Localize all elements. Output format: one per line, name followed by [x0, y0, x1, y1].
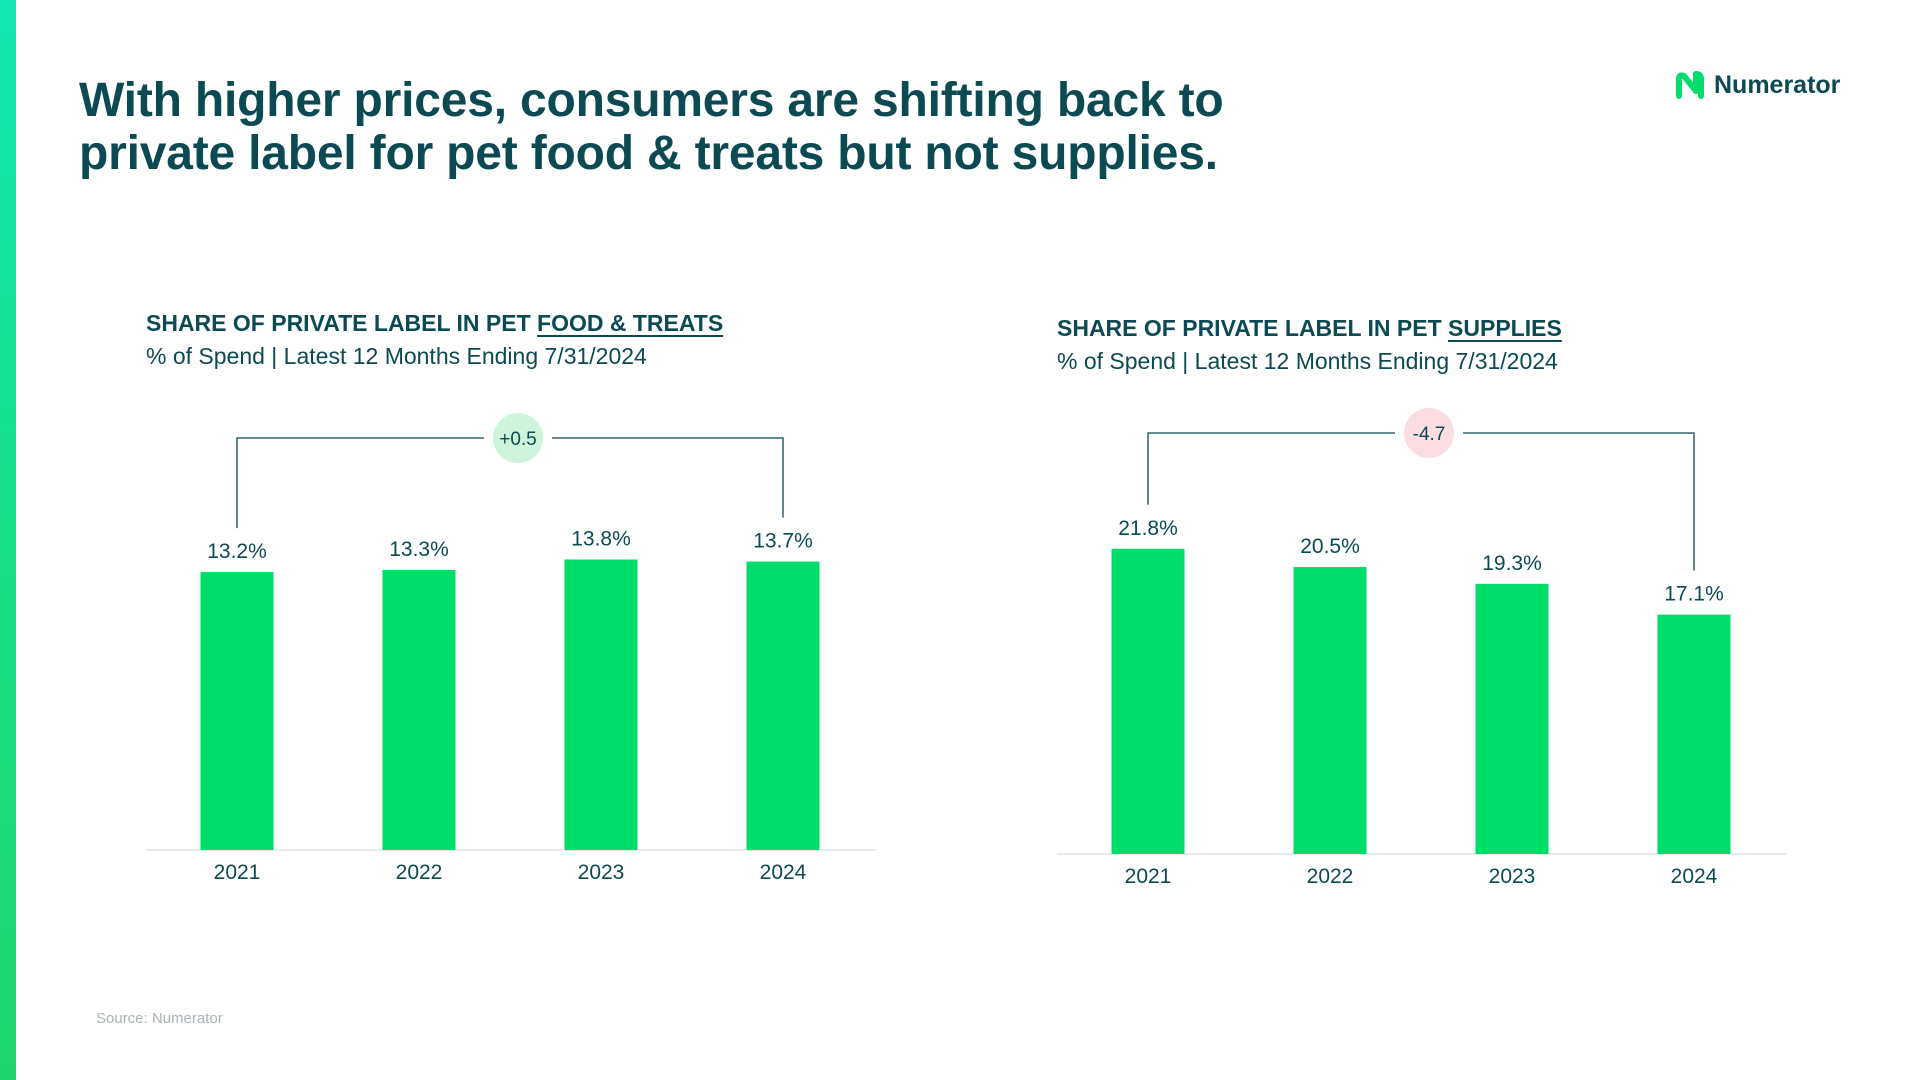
bar-2023 [564, 559, 638, 850]
change-bracket [236, 437, 784, 529]
chart-1-title-emphasis: FOOD & TREATS [537, 310, 724, 336]
chart-2-title-prefix: SHARE OF PRIVATE LABEL IN PET [1057, 315, 1442, 341]
tick-label-2023: 2023 [1489, 865, 1536, 888]
change-label: +0.5 [499, 429, 537, 450]
numerator-logo: Numerator [1676, 68, 1840, 102]
chart-1-title-prefix: SHARE OF PRIVATE LABEL IN PET [146, 310, 531, 336]
chart-1-header: SHARE OF PRIVATE LABEL IN PET FOOD & TRE… [146, 310, 723, 370]
chart-2-subtitle: % of Spend | Latest 12 Months Ending 7/3… [1057, 348, 1558, 374]
data-label-2021: 13.2% [207, 540, 267, 563]
chart-1-subtitle: % of Spend | Latest 12 Months Ending 7/3… [146, 343, 647, 369]
chart-1-title: SHARE OF PRIVATE LABEL IN PET FOOD & TRE… [146, 310, 723, 337]
chart-2-title: SHARE OF PRIVATE LABEL IN PET SUPPLIES [1057, 315, 1562, 342]
data-label-2024: 17.1% [1664, 583, 1724, 606]
chart-food-treats: 13.2% 2021 13.3% 2022 13.8% 2023 13.7% 2024 +0.5 [146, 413, 876, 884]
numerator-n-icon [1676, 71, 1704, 99]
bar-2024 [746, 561, 820, 850]
chart-supplies: 21.8% 2021 20.5% 2022 19.3% 2023 17.1% 2024 -4.7 [1057, 408, 1787, 888]
tick-label-2022: 2022 [396, 861, 443, 884]
change-label: -4.7 [1413, 424, 1446, 445]
bar-2021 [1111, 548, 1185, 854]
tick-label-2021: 2021 [214, 861, 261, 884]
change-badge [1404, 408, 1454, 458]
bar-2022 [382, 570, 456, 850]
data-label-2023: 13.8% [571, 527, 631, 550]
source-note: Source: Numerator [96, 1010, 223, 1027]
data-label-2023: 19.3% [1482, 552, 1542, 575]
data-label-2022: 13.3% [389, 538, 449, 561]
bar-2023 [1475, 583, 1549, 854]
tick-label-2022: 2022 [1307, 865, 1354, 888]
tick-label-2021: 2021 [1125, 865, 1172, 888]
data-label-2024: 13.7% [753, 530, 813, 553]
tick-label-2023: 2023 [578, 861, 625, 884]
chart-2-header: SHARE OF PRIVATE LABEL IN PET SUPPLIES %… [1057, 315, 1562, 375]
tick-label-2024: 2024 [760, 861, 807, 884]
logo-wordmark: Numerator [1714, 70, 1841, 99]
title-line-2: private label for pet food & treats but … [79, 127, 1218, 180]
page-title: With higher prices, consumers are shifti… [79, 74, 1379, 180]
bar-2022 [1293, 567, 1367, 854]
change-badge [493, 413, 543, 463]
accent-bar [0, 0, 16, 1080]
data-label-2022: 20.5% [1300, 535, 1360, 558]
title-line-1: With higher prices, consumers are shifti… [79, 74, 1224, 127]
chart-2-title-emphasis: SUPPLIES [1448, 315, 1562, 341]
tick-label-2024: 2024 [1671, 865, 1718, 888]
change-bracket [1147, 432, 1695, 571]
bar-2021 [200, 572, 274, 850]
bar-2024 [1657, 614, 1731, 854]
data-label-2021: 21.8% [1118, 517, 1178, 540]
